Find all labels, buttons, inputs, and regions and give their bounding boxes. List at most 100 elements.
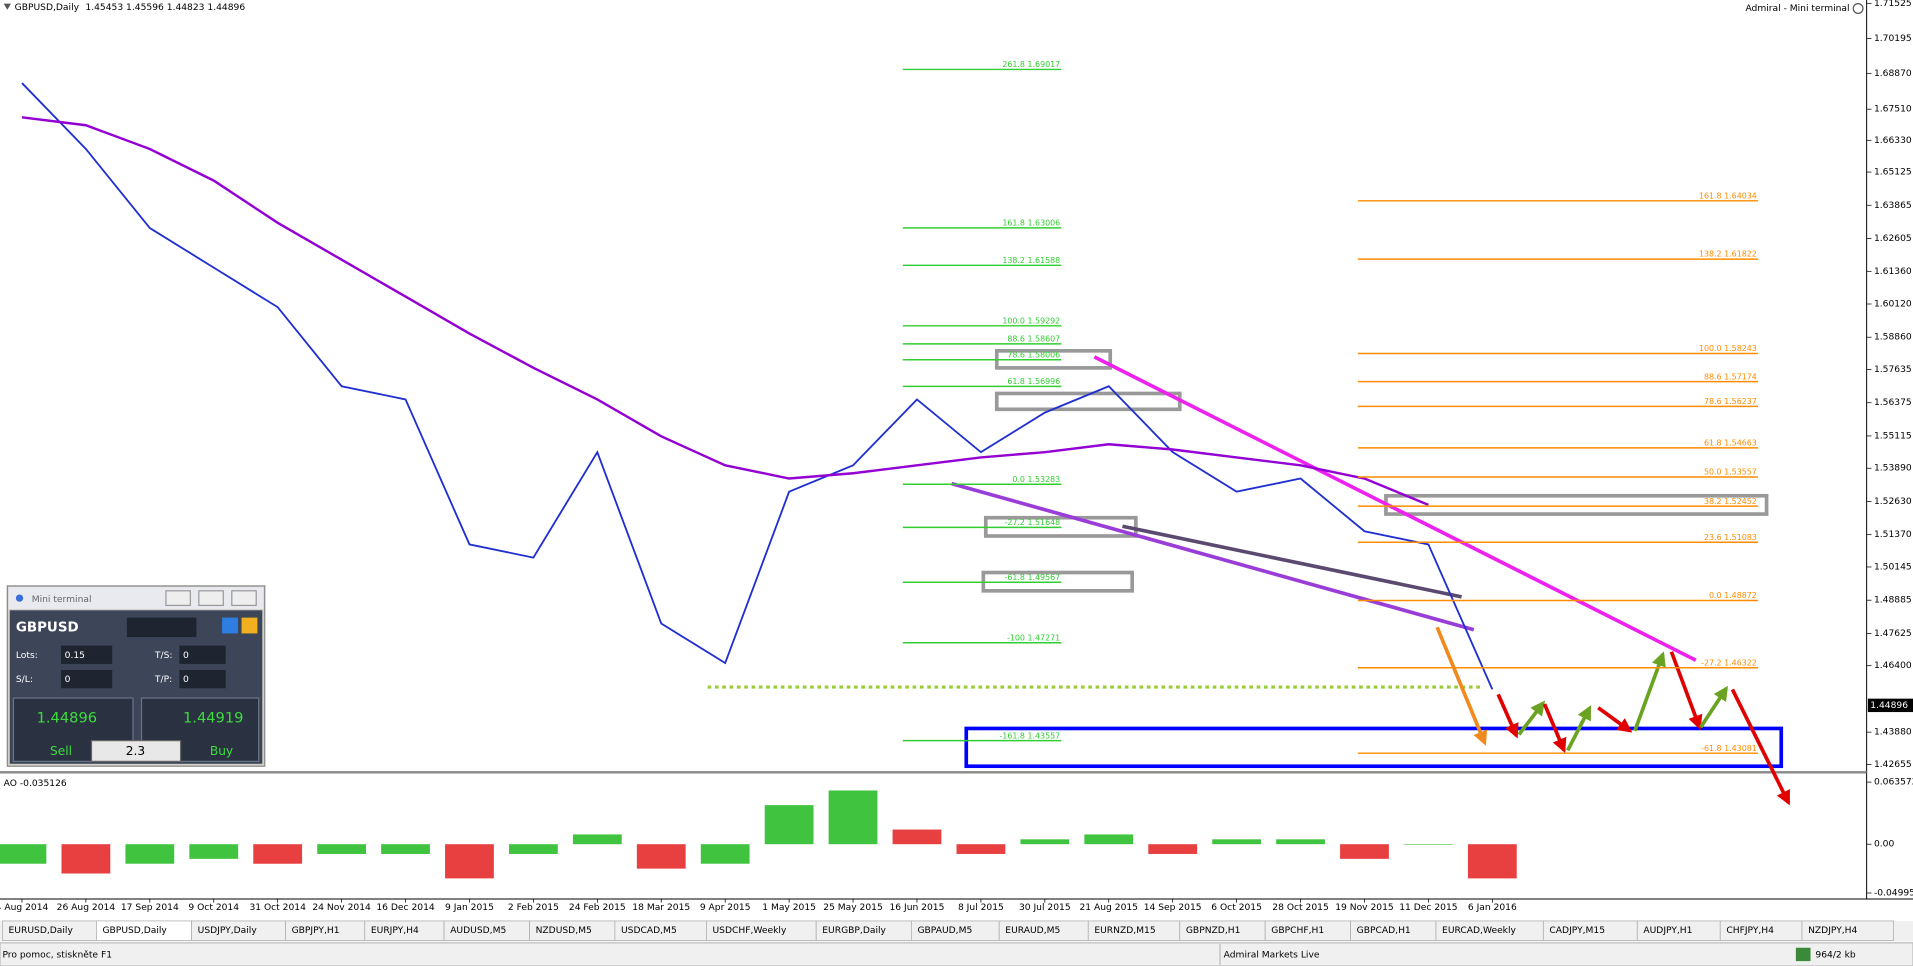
ao-bar (636, 844, 686, 869)
minimize-button[interactable] (165, 590, 191, 607)
tab-label[interactable]: EURNZD,M15 (1094, 926, 1156, 936)
tab-label[interactable]: CADJPY,M15 (1549, 926, 1605, 936)
x-tick-label: 9 Jan 2015 (445, 903, 494, 913)
ao-bar (956, 844, 1006, 854)
tab-label[interactable]: EURCAD,Weekly (1442, 926, 1516, 936)
fib-label: 100.0 1.59292 (1002, 316, 1060, 325)
options-button[interactable] (241, 617, 258, 634)
tab-label[interactable]: CHFJPY,H4 (1726, 926, 1774, 936)
y-tick-label: 1.58860 (1874, 333, 1912, 343)
fib-label: 38.2 1.52452 (1704, 497, 1757, 506)
y-tick-label: 1.48885 (1874, 596, 1912, 606)
fib-label: 161.8 1.63006 (1002, 219, 1060, 228)
tab-label[interactable]: AUDUSD,M5 (450, 926, 506, 936)
tab-label[interactable]: GBPUSD,Daily (102, 926, 167, 936)
tp-label: T/P: (154, 675, 172, 685)
status-server: Admiral Markets Live (1224, 951, 1320, 961)
tab-label[interactable]: USDCHF,Weekly (712, 926, 786, 936)
window-icon[interactable] (1852, 3, 1864, 15)
tab-label[interactable]: USDJPY,Daily (198, 926, 258, 936)
tab-label[interactable]: GBPCAD,H1 (1357, 926, 1411, 936)
x-tick-label: 6 Jan 2016 (1468, 903, 1517, 913)
fib-label: 50.0 1.53557 (1704, 468, 1757, 477)
y-tick-label: 1.68870 (1874, 69, 1912, 79)
tab-label[interactable]: GBPJPY,H1 (292, 926, 340, 936)
x-tick-label: 26 Aug 2014 (57, 903, 116, 913)
fib-label: 261.8 1.69017 (1002, 60, 1060, 69)
fib-label: 88.6 1.57174 (1704, 372, 1757, 381)
y-tick-label: 1.42655 (1874, 760, 1912, 770)
sl-input[interactable] (61, 669, 113, 689)
close-button[interactable] (231, 590, 257, 607)
y-tick-label: 0.00 (1874, 840, 1895, 850)
tab-label[interactable]: EURUSD,Daily (9, 926, 74, 936)
lots-value: 0.15 (65, 651, 86, 661)
tab-label[interactable]: EURJPY,H4 (371, 926, 419, 936)
sl-label: S/L: (16, 675, 33, 685)
fib-label: 0.0 1.48872 (1709, 591, 1757, 600)
indicator-title: AO -0.035126 (4, 779, 67, 789)
terminal-title: Mini terminal (32, 595, 92, 605)
ts-input[interactable] (179, 645, 226, 664)
y-tick-label: 1.60120 (1874, 299, 1912, 309)
tab-label[interactable]: USDCAD,M5 (621, 926, 677, 936)
fib-label: -61.8 1.43081 (1701, 744, 1757, 753)
tab-label[interactable]: GBPNZD,H1 (1186, 926, 1241, 936)
ao-bar (317, 844, 367, 854)
settings-button[interactable] (222, 617, 238, 634)
ao-bar (1020, 839, 1070, 845)
ao-bar (1404, 844, 1453, 845)
plot: 1.71525 1.70195 1.68870 1.67510 1.66330 1.651… (0, 0, 1913, 913)
y-tick-label: 1.51370 (1874, 530, 1912, 540)
tab[interactable] (1801, 920, 1894, 941)
current-price-label: 1.44896 (1870, 701, 1908, 711)
ts-label: T/S: (154, 651, 173, 661)
x-tick-label: 28 Oct 2015 (1272, 903, 1329, 913)
x-tick-label: 24 Nov 2014 (312, 903, 371, 913)
tab-label[interactable]: GBPCHF,H1 (1271, 926, 1324, 936)
x-tick-label: 19 Nov 2015 (1335, 903, 1394, 913)
tab-label[interactable]: GBPAUD,M5 (917, 926, 972, 936)
ao-bar (508, 844, 558, 854)
status-help: Pro pomoc, stiskněte F1 (2, 950, 112, 961)
ao-bar (189, 844, 239, 859)
tab-label[interactable]: NZDJPY,H4 (1808, 926, 1857, 936)
x-tick-label: 31 Oct 2014 (249, 903, 306, 913)
tab-label[interactable]: EURAUD,M5 (1005, 926, 1060, 936)
tp-input[interactable] (179, 669, 226, 689)
tab-bar: EURUSD,Daily GBPUSD,Daily USDJPY,Daily GBPJ… (0, 920, 1913, 942)
y-tick-label: 1.67510 (1874, 105, 1912, 115)
spread-value: 2.3 (126, 744, 145, 758)
x-tick-label: 24 Feb 2015 (569, 903, 626, 913)
buy-label: Buy (210, 744, 233, 758)
maximize-button[interactable] (198, 590, 224, 607)
tab-label[interactable]: EURGBP,Daily (822, 926, 886, 936)
lots-input[interactable] (61, 645, 113, 664)
fib-label: 78.6 1.58006 (1007, 350, 1060, 359)
ao-bar (700, 844, 750, 864)
x-tick-label: 8 Jul 2015 (958, 903, 1004, 913)
fib-label: -27.2 1.51648 (1004, 518, 1060, 527)
fib-label: 61.8 1.56996 (1007, 377, 1060, 386)
arrow (1517, 700, 1546, 736)
arrow (1597, 706, 1633, 733)
x-tick-label: 2 Feb 2015 (508, 903, 559, 913)
ao-bar (892, 829, 942, 845)
tab-label[interactable]: NZDUSD,M5 (536, 926, 592, 936)
header-symbol: GBPUSD,Daily (15, 3, 80, 13)
y-tick-label: 1.66330 (1874, 136, 1912, 146)
terminal-symbol: GBPUSD (16, 620, 79, 635)
y-tick-label: 1.62605 (1874, 234, 1912, 244)
fib-label: 161.8 1.64034 (1699, 191, 1757, 200)
ao-bar (828, 790, 878, 845)
ao-bar (381, 844, 430, 854)
tab-label[interactable]: AUDJPY,H1 (1643, 926, 1692, 936)
x-tick-label: 9 Apr 2015 (700, 903, 751, 913)
x-tick-label: 21 Aug 2015 (1080, 903, 1139, 913)
symbol-input[interactable] (126, 617, 197, 638)
arrow (1566, 705, 1592, 752)
fib-label: 61.8 1.54663 (1704, 438, 1757, 447)
y-tick-label: 1.55115 (1874, 431, 1912, 441)
